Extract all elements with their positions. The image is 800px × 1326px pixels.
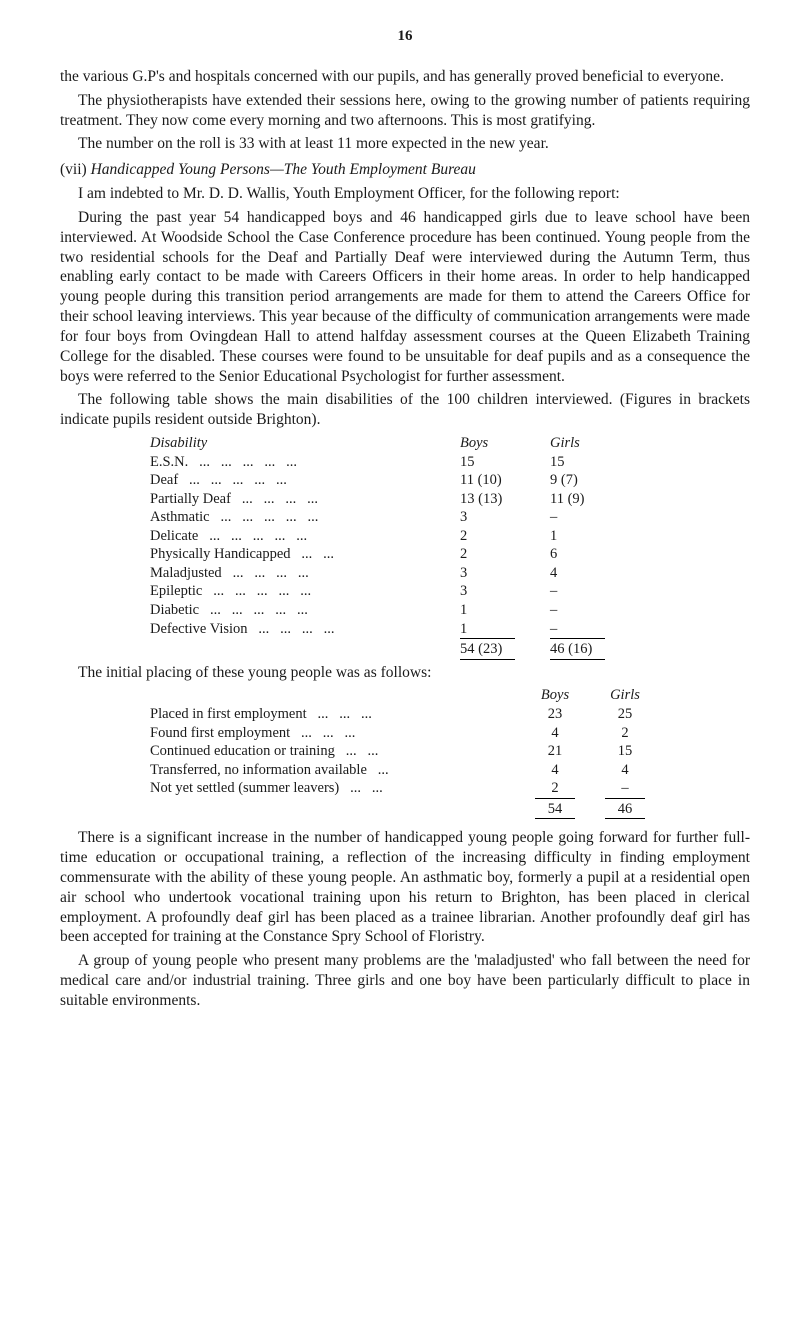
disability-table: Disability Boys Girls E.S.N. 15 15 Deaf … bbox=[150, 434, 750, 661]
paragraph: The following table shows the main disab… bbox=[60, 390, 750, 430]
row-girls: 11 (9) bbox=[550, 490, 640, 509]
section-vii-title: Handicapped Young Persons—The Youth Empl… bbox=[91, 161, 476, 178]
row-boys: 21 bbox=[520, 742, 590, 761]
table-total-row: 54 (23) 46 (16) bbox=[150, 640, 750, 659]
row-label: Placed in first employment bbox=[150, 705, 520, 724]
row-label: Physically Handicapped bbox=[150, 545, 460, 564]
table-row: Continued education or training 21 15 bbox=[150, 742, 750, 761]
row-girls: 6 bbox=[550, 545, 640, 564]
row-boys: 3 bbox=[460, 508, 550, 527]
row-boys: 4 bbox=[520, 761, 590, 780]
row-label: Asthmatic bbox=[150, 508, 460, 527]
row-girls: 4 bbox=[550, 564, 640, 583]
row-girls: 15 bbox=[590, 742, 660, 761]
paragraph: There is a significant increase in the n… bbox=[60, 828, 750, 947]
row-girls: 9 (7) bbox=[550, 471, 640, 490]
table-header-row: Disability Boys Girls bbox=[150, 434, 750, 453]
row-boys: 15 bbox=[460, 453, 550, 472]
row-boys: 3 bbox=[460, 582, 550, 601]
table-row: Partially Deaf 13 (13) 11 (9) bbox=[150, 490, 750, 509]
row-girls: 1 bbox=[550, 527, 640, 546]
row-boys: 13 (13) bbox=[460, 490, 550, 509]
row-girls: – bbox=[550, 601, 640, 620]
row-girls: 15 bbox=[550, 453, 640, 472]
row-girls: – bbox=[550, 582, 640, 601]
table-row: Asthmatic 3 – bbox=[150, 508, 750, 527]
row-girls: – bbox=[550, 620, 640, 639]
table-row: E.S.N. 15 15 bbox=[150, 453, 750, 472]
header-boys: Boys bbox=[460, 434, 550, 453]
placement-table: Boys Girls Placed in first employment 23… bbox=[150, 686, 750, 820]
table-row: Defective Vision 1 – bbox=[150, 620, 750, 639]
row-boys: 23 bbox=[520, 705, 590, 724]
row-boys: 2 bbox=[460, 527, 550, 546]
paragraph: The physiotherapists have extended their… bbox=[60, 91, 750, 131]
document-page: 16 the various G.P's and hospitals conce… bbox=[0, 0, 800, 1326]
header-blank bbox=[150, 686, 520, 705]
section-vii-label: (vii) bbox=[60, 161, 91, 178]
row-label: E.S.N. bbox=[150, 453, 460, 472]
total-boys: 54 bbox=[520, 800, 590, 819]
row-label bbox=[150, 800, 520, 819]
total-girls: 46 bbox=[590, 800, 660, 819]
table-row: Diabetic 1 – bbox=[150, 601, 750, 620]
row-girls: 2 bbox=[590, 724, 660, 743]
table-row: Found first employment 4 2 bbox=[150, 724, 750, 743]
row-girls: – bbox=[550, 508, 640, 527]
row-girls: 25 bbox=[590, 705, 660, 724]
header-girls: Girls bbox=[550, 434, 640, 453]
row-boys: 3 bbox=[460, 564, 550, 583]
section-heading: (vii) Handicapped Young Persons—The Yout… bbox=[60, 160, 750, 180]
paragraph: the various G.P's and hospitals concerne… bbox=[60, 67, 750, 87]
row-label: Transferred, no information available ..… bbox=[150, 761, 520, 780]
table-row: Placed in first employment 23 25 bbox=[150, 705, 750, 724]
table-row: Physically Handicapped 2 6 bbox=[150, 545, 750, 564]
total-boys: 54 (23) bbox=[460, 640, 550, 659]
row-boys: 1 bbox=[460, 620, 550, 639]
table-row: Delicate 2 1 bbox=[150, 527, 750, 546]
paragraph: The initial placing of these young peopl… bbox=[60, 663, 750, 683]
row-label: Deaf bbox=[150, 471, 460, 490]
header-girls: Girls bbox=[590, 686, 660, 705]
paragraph: A group of young people who present many… bbox=[60, 951, 750, 1010]
table-row: Epileptic 3 – bbox=[150, 582, 750, 601]
header-disability: Disability bbox=[150, 434, 460, 453]
row-label: Continued education or training bbox=[150, 742, 520, 761]
row-label bbox=[150, 640, 460, 659]
table-rule bbox=[460, 659, 750, 661]
row-boys: 4 bbox=[520, 724, 590, 743]
table-row: Transferred, no information available ..… bbox=[150, 761, 750, 780]
paragraph: I am indebted to Mr. D. D. Wallis, Youth… bbox=[60, 184, 750, 204]
row-girls: – bbox=[590, 779, 660, 798]
row-label: Delicate bbox=[150, 527, 460, 546]
paragraph: During the past year 54 handicapped boys… bbox=[60, 208, 750, 386]
table-rule bbox=[520, 818, 750, 820]
row-label: Partially Deaf bbox=[150, 490, 460, 509]
total-girls: 46 (16) bbox=[550, 640, 640, 659]
row-boys: 1 bbox=[460, 601, 550, 620]
page-number: 16 bbox=[60, 28, 750, 45]
row-girls: 4 bbox=[590, 761, 660, 780]
paragraph: The number on the roll is 33 with at lea… bbox=[60, 134, 750, 154]
table-header-row: Boys Girls bbox=[150, 686, 750, 705]
row-label: Epileptic bbox=[150, 582, 460, 601]
table-total-row: 54 46 bbox=[150, 800, 750, 819]
row-label: Not yet settled (summer leavers) bbox=[150, 779, 520, 798]
table-row: Maladjusted 3 4 bbox=[150, 564, 750, 583]
table-row: Deaf 11 (10) 9 (7) bbox=[150, 471, 750, 490]
row-label: Found first employment bbox=[150, 724, 520, 743]
row-boys: 11 (10) bbox=[460, 471, 550, 490]
row-boys: 2 bbox=[460, 545, 550, 564]
row-label: Diabetic bbox=[150, 601, 460, 620]
table-row: Not yet settled (summer leavers) 2 – bbox=[150, 779, 750, 798]
row-label: Maladjusted bbox=[150, 564, 460, 583]
row-boys: 2 bbox=[520, 779, 590, 798]
row-label: Defective Vision bbox=[150, 620, 460, 639]
header-boys: Boys bbox=[520, 686, 590, 705]
